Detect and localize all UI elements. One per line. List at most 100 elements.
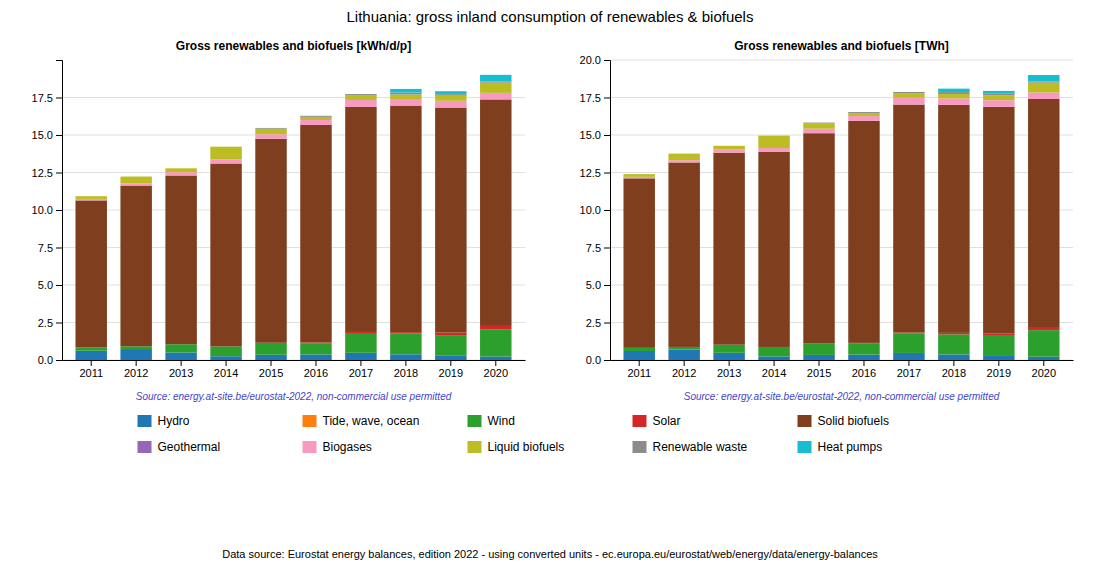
- bar: [983, 356, 1014, 360]
- tick-mark: [729, 360, 730, 366]
- footer: Data source: Eurostat energy balances, e…: [222, 548, 878, 560]
- series: [803, 81, 1059, 123]
- tick: 17.5: [32, 92, 62, 104]
- tick-label: 17.5: [580, 92, 601, 104]
- bar: [1028, 357, 1059, 360]
- bar: [480, 329, 511, 356]
- tick: 12.5: [580, 167, 610, 179]
- tick: 15.0: [32, 129, 62, 141]
- bar: [435, 108, 466, 333]
- bar: [345, 333, 376, 353]
- tick: 2013: [169, 360, 193, 379]
- tick: 2020: [1032, 360, 1056, 379]
- tick-label: 2.5: [38, 317, 53, 329]
- bar: [938, 98, 969, 104]
- bar: [1028, 83, 1059, 93]
- tick-label: 10.0: [32, 204, 53, 216]
- legend-label: Wind: [488, 414, 515, 428]
- bars: [75, 75, 511, 360]
- legend-label: Liquid biofuels: [488, 440, 565, 454]
- tick-mark: [495, 360, 496, 366]
- bar: [120, 176, 151, 177]
- annotation: Source: energy.at-site.be/eurostat-2022,…: [136, 391, 452, 402]
- bar: [938, 89, 969, 92]
- legend-item: Geothermal: [138, 440, 221, 454]
- subplot-title: Gross renewables and biofuels [TWh]: [734, 39, 949, 53]
- chart-root: Lithuania: gross inland consumption of r…: [0, 0, 1100, 572]
- bar: [390, 93, 421, 95]
- tick-label: 2019: [439, 367, 463, 379]
- tick-mark: [315, 360, 316, 366]
- tick: 20.0: [580, 54, 610, 66]
- tick: 17.5: [580, 92, 610, 104]
- bar: [255, 127, 286, 128]
- bar: [758, 356, 789, 360]
- tick-mark: [684, 360, 685, 366]
- bar: [668, 350, 699, 361]
- bar: [435, 333, 466, 336]
- legend-swatch: [798, 441, 812, 453]
- legend-item: Solid biofuels: [798, 414, 889, 428]
- bar: [300, 125, 331, 343]
- bar: [623, 178, 654, 179]
- tick-mark: [226, 360, 227, 366]
- bar: [848, 121, 879, 343]
- axis-line: [604, 61, 611, 361]
- bar: [1028, 93, 1059, 99]
- x-axis: 2011201220132014201520162017201820192020: [63, 360, 526, 379]
- axis-line: [611, 360, 1074, 361]
- tick-mark: [604, 173, 610, 174]
- legend-swatch: [468, 441, 482, 453]
- tick: 2014: [214, 360, 238, 379]
- legend-label: Geothermal: [158, 440, 221, 454]
- bars: [623, 75, 1059, 360]
- tick-mark: [56, 135, 62, 136]
- bar: [938, 354, 969, 360]
- tick-mark: [604, 210, 610, 211]
- tick-mark: [56, 98, 62, 99]
- legend-item: Heat pumps: [798, 440, 883, 454]
- tick: 2014: [762, 360, 786, 379]
- series: [623, 83, 1059, 177]
- bar: [623, 174, 654, 175]
- bar: [120, 186, 151, 347]
- bar: [165, 176, 196, 345]
- bar: [668, 160, 699, 162]
- bar: [893, 92, 924, 94]
- bar: [165, 168, 196, 172]
- tick-mark: [360, 360, 361, 366]
- bar: [938, 105, 969, 333]
- tick-label: 0.0: [586, 354, 601, 366]
- tick-label: 12.5: [32, 167, 53, 179]
- tick: 0.0: [586, 354, 610, 366]
- legend-item: Tide, wave, ocean: [303, 414, 420, 428]
- bar: [938, 334, 969, 354]
- bar: [893, 105, 924, 333]
- tick-label: 2020: [484, 367, 508, 379]
- tick-mark: [136, 360, 137, 366]
- bar: [983, 333, 1014, 336]
- bar: [75, 196, 106, 197]
- series: [623, 93, 1059, 179]
- bar: [165, 344, 196, 352]
- tick-mark: [56, 248, 62, 249]
- tick-mark: [604, 248, 610, 249]
- bar: [623, 348, 654, 351]
- panel: 0.02.55.07.510.012.515.017.5201120122013…: [32, 39, 526, 402]
- tick-label: 7.5: [586, 242, 601, 254]
- tick-label: 2017: [897, 367, 921, 379]
- bar: [75, 351, 106, 360]
- legend: HydroTide, wave, oceanWindSolarSolid bio…: [138, 414, 889, 454]
- legend-item: Renewable waste: [633, 440, 748, 454]
- tick-label: 2011: [79, 367, 103, 379]
- bar: [165, 168, 196, 169]
- bar: [938, 92, 969, 94]
- bar: [848, 355, 879, 360]
- bar: [210, 146, 241, 147]
- bar: [165, 353, 196, 361]
- bar: [668, 153, 699, 154]
- bar: [803, 133, 834, 343]
- bar: [75, 196, 106, 197]
- legend-swatch: [468, 415, 482, 427]
- legend-label: Solid biofuels: [818, 414, 889, 428]
